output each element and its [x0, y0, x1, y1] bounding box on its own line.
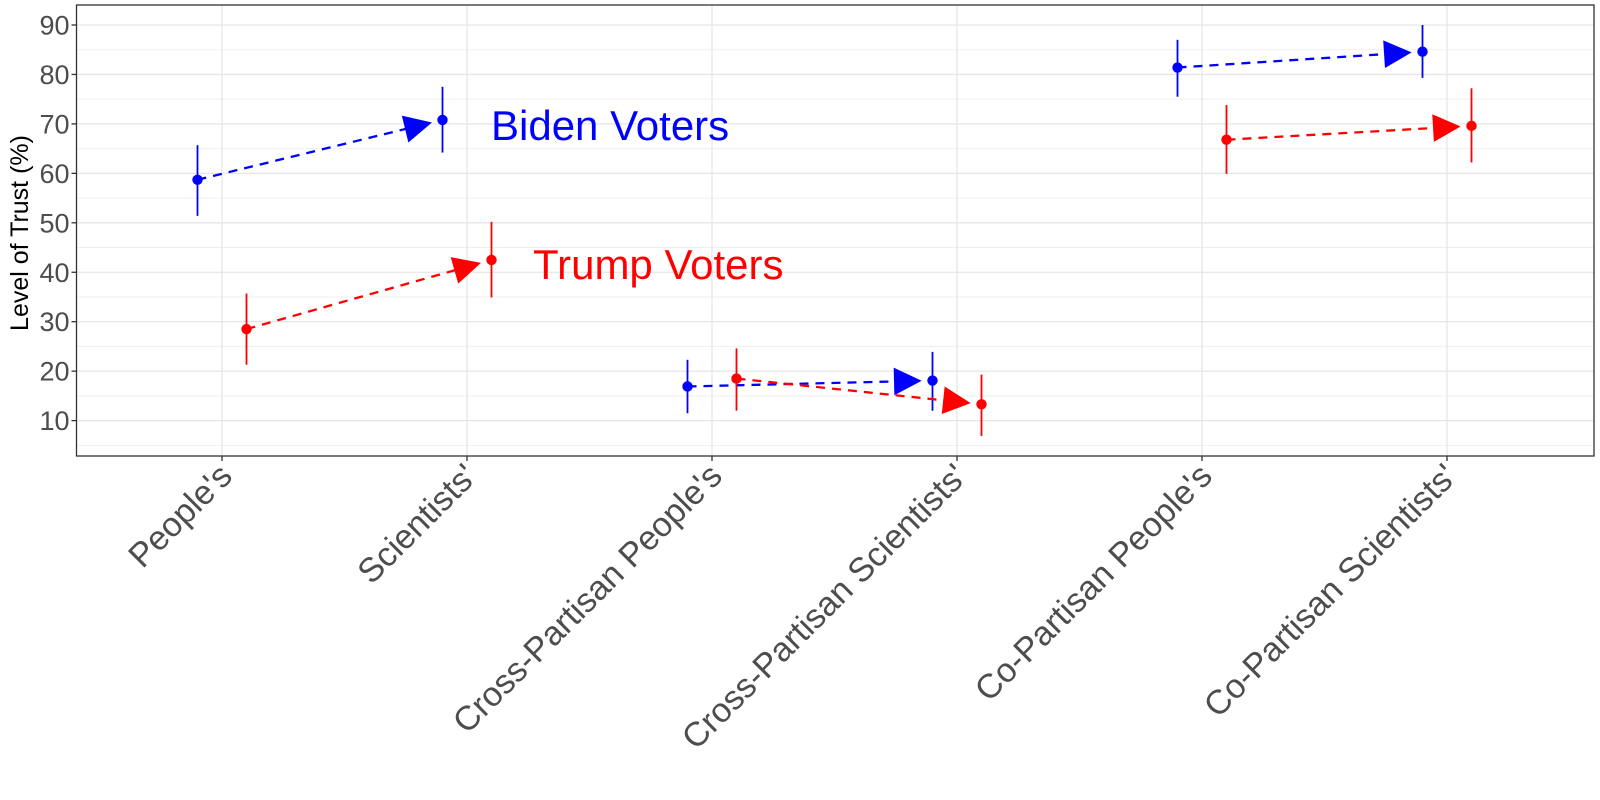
y-tick-label: 80 [39, 60, 69, 90]
data-point [731, 373, 742, 384]
y-tick-label: 70 [39, 109, 69, 139]
data-series [192, 25, 1477, 436]
data-point [976, 399, 987, 410]
data-point [437, 114, 448, 126]
y-tick-label: 10 [39, 406, 69, 436]
data-point [1466, 120, 1477, 132]
change-arrow-line [736, 377, 948, 402]
series-biden-voters [192, 25, 1428, 414]
change-arrow-line [687, 380, 899, 388]
arrowhead-icon [893, 367, 922, 396]
y-tick-label: 20 [39, 357, 69, 387]
change-arrow-line [1226, 126, 1438, 141]
panel-border [75, 4, 1595, 457]
data-point [486, 254, 497, 266]
trump-voters-label: Trump Voters [533, 241, 784, 288]
y-tick-label: 50 [39, 208, 69, 238]
arrowhead-icon [1383, 40, 1412, 68]
data-point [682, 381, 693, 392]
data-point [1221, 134, 1232, 145]
data-point [1172, 62, 1183, 73]
series-trump-voters [241, 88, 1477, 436]
gridlines [76, 5, 1594, 456]
data-point [241, 323, 252, 335]
data-point [1417, 46, 1428, 57]
change-arrow-line [197, 126, 410, 181]
arrowhead-icon [450, 257, 482, 284]
arrowhead-icon [1432, 114, 1461, 142]
change-arrow-line [1177, 52, 1389, 69]
arrowhead-icon [401, 115, 432, 143]
plot-panel [76, 5, 1594, 456]
y-tick-label: 30 [39, 307, 69, 337]
y-axis-title: Level of Trust (%) [6, 135, 34, 331]
data-point [927, 375, 938, 386]
y-tick-label: 40 [39, 258, 69, 288]
y-tick-label: 60 [39, 159, 69, 189]
y-axis: 10 20 30 40 50 60 70 80 90 [39, 11, 77, 436]
y-tick-label: 90 [39, 11, 69, 41]
biden-voters-label: Biden Voters [491, 102, 729, 149]
data-point [192, 174, 203, 185]
arrowhead-icon [941, 386, 971, 414]
change-arrow-line [246, 268, 460, 331]
